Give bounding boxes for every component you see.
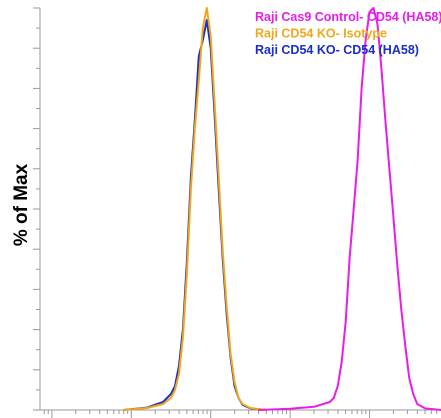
- axes: [33, 7, 441, 418]
- series-line-0: [258, 7, 441, 411]
- legend-entry-1: Raji CD54 KO- Isotype: [255, 27, 387, 41]
- legend: Raji Cas9 Control- CD54 (HA58) Raji CD54 …: [255, 10, 441, 57]
- series-line-1: [123, 7, 267, 411]
- series-line-2: [123, 19, 267, 411]
- y-axis-label: % of Max: [11, 163, 32, 246]
- legend-entry-2: Raji CD54 KO- CD54 (HA58): [255, 43, 419, 57]
- legend-entry-0: Raji Cas9 Control- CD54 (HA58): [255, 10, 441, 24]
- series-layer: [123, 7, 441, 411]
